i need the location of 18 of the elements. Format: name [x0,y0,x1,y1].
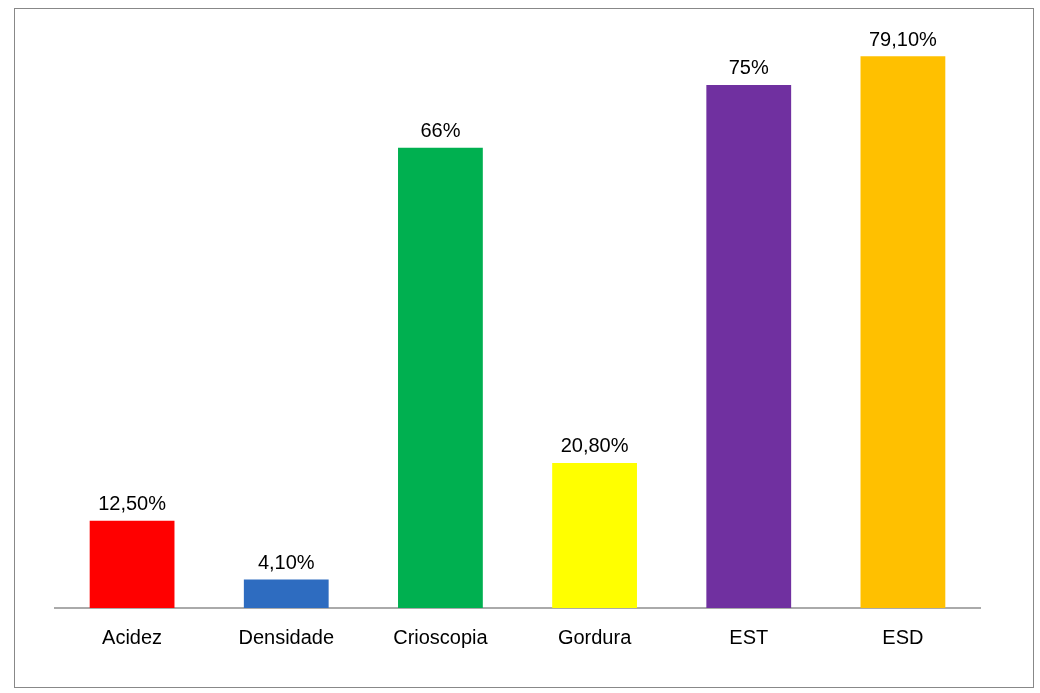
data-label: 4,10% [257,550,315,573]
bar [89,520,175,608]
bar [552,462,637,608]
bar [860,56,946,608]
x-tick-label: Acidez [102,625,163,648]
x-tick-label: Densidade [238,625,335,648]
data-label: 66% [420,119,461,142]
bar [706,84,792,608]
data-label: 20,80% [560,434,629,457]
bar [243,579,329,608]
data-label: 12,50% [98,492,167,515]
x-tick-label: ESD [882,625,924,648]
data-label: 79,10% [868,27,938,50]
x-tick-label: EST [729,625,769,648]
bar [398,147,483,608]
x-tick-label: Gordura [557,625,633,648]
x-tick-label: Crioscopia [393,625,489,648]
data-label: 75% [728,56,769,79]
